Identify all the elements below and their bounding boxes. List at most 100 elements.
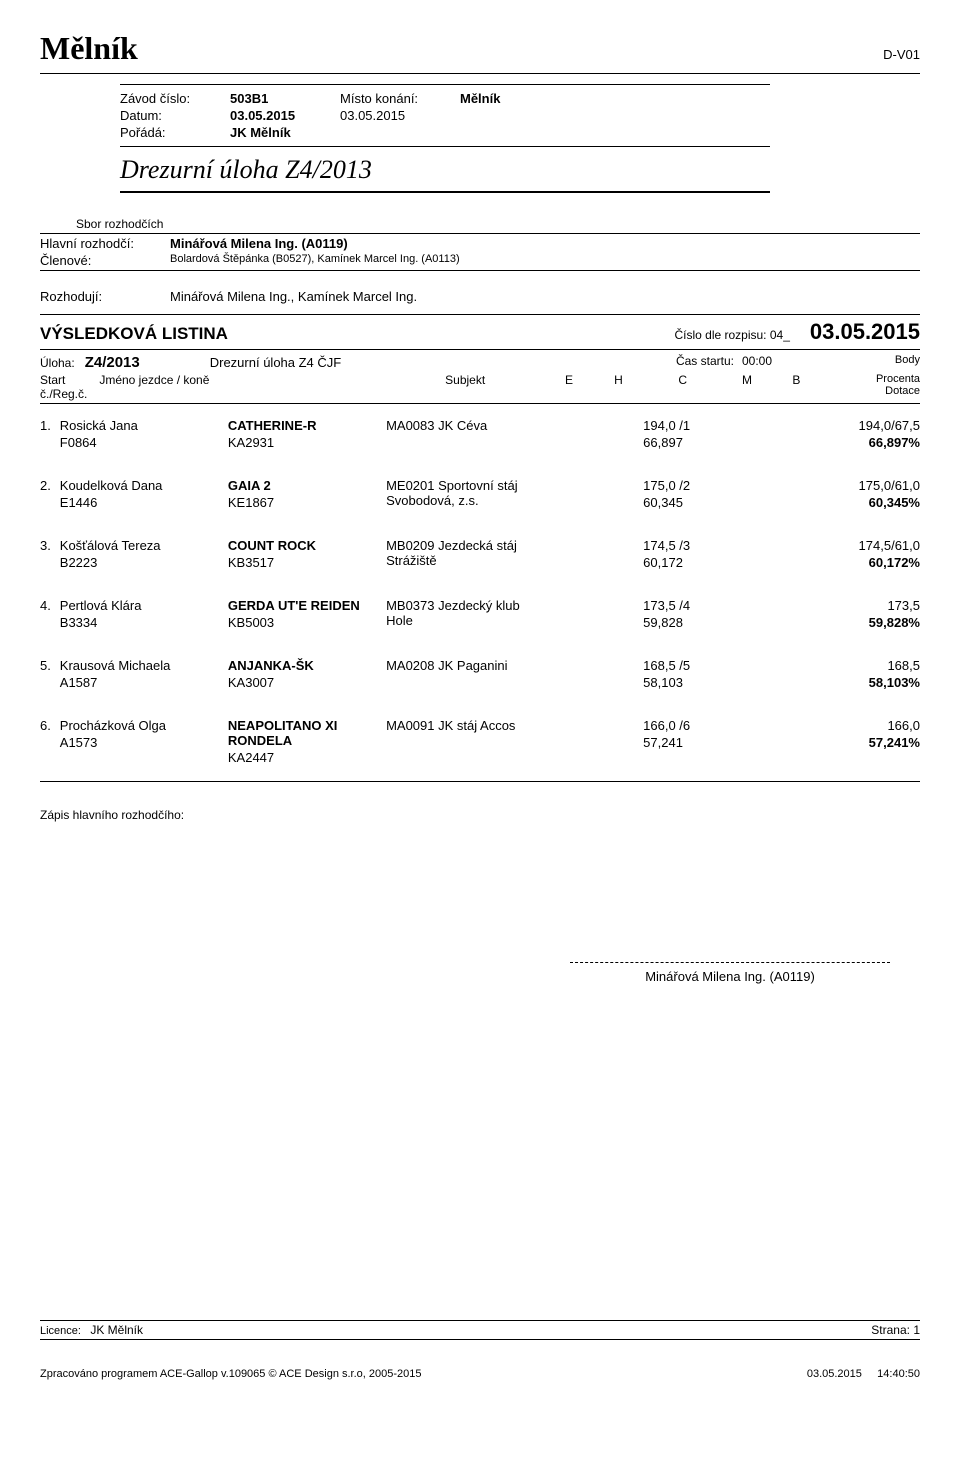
horse-name: ANJANKA-ŠK (228, 658, 386, 673)
total-points: 194,0/67,5 (811, 418, 920, 433)
value-clenove: Bolardová Štěpánka (B0527), Kamínek Marc… (170, 253, 460, 268)
signature-line (570, 962, 890, 963)
horse-name: NEAPOLITANO XI RONDELA (228, 718, 386, 748)
label-sbor: Sbor rozhodčích (76, 217, 920, 231)
col-b: B (772, 373, 821, 401)
score-c-percent: 59,828 (643, 615, 722, 630)
label-zavod: Závod číslo: (120, 91, 230, 106)
label-hlavni: Hlavní rozhodčí: (40, 236, 170, 251)
rider-reg: B3334 (60, 615, 228, 630)
footer-generator: Zpracováno programem ACE-Gallop v.109065… (40, 1368, 422, 1380)
result-row: 6. Procházková Olga A1573 NEAPOLITANO XI… (40, 704, 920, 779)
value-porada: JK Mělník (230, 125, 340, 140)
label-cas: Čas startu: (676, 354, 734, 371)
value-konani-date: 03.05.2015 (340, 108, 460, 123)
event-subtitle: Drezurní úloha Z4/2013 (120, 149, 770, 189)
signature-name: Minářová Milena Ing. (A0119) (570, 969, 890, 984)
rider-reg: B2223 (60, 555, 228, 570)
divider (120, 146, 770, 147)
horse-name: GERDA UT'E REIDEN (228, 598, 386, 613)
horse-reg: KE1867 (228, 495, 386, 510)
total-percent: 57,241% (811, 735, 920, 750)
horse-reg: KA2931 (228, 435, 386, 450)
subject: MA0083 JK Céva (386, 418, 544, 450)
label-rozhoduji: Rozhodují: (40, 289, 170, 304)
subject: MA0208 JK Paganini (386, 658, 544, 690)
label-uloha: Úloha: (40, 356, 75, 370)
subject: MB0373 Jezdecký klub Hole (386, 598, 544, 630)
value-datum: 03.05.2015 (230, 108, 340, 123)
score-c-percent: 58,103 (643, 675, 722, 690)
total-points: 166,0 (811, 718, 920, 733)
result-row: 5. Krausová Michaela A1587 ANJANKA-ŠK KA… (40, 644, 920, 704)
total-points: 168,5 (811, 658, 920, 673)
rider-reg: A1573 (60, 735, 228, 750)
score-c-points: 194,0 /1 (643, 418, 722, 433)
label-strana: Strana: (871, 1323, 910, 1337)
col-c: C (643, 373, 722, 401)
total-points: 175,0/61,0 (811, 478, 920, 493)
rank: 2. (40, 478, 60, 510)
results-date: 03.05.2015 (810, 319, 920, 345)
value-cas: 00:00 (742, 354, 772, 371)
col-procenta: Procenta (821, 373, 920, 385)
rider-name: Pertlová Klára (60, 598, 228, 613)
label-clenove: Členové: (40, 253, 170, 268)
rank: 4. (40, 598, 60, 630)
rider-reg: A1587 (60, 675, 228, 690)
horse-name: COUNT ROCK (228, 538, 386, 553)
doc-code: D-V01 (883, 47, 920, 62)
value-uloha-desc: Drezurní úloha Z4 ČJF (210, 355, 342, 370)
col-rider: Jméno jezdce / koně (99, 373, 228, 401)
total-points: 174,5/61,0 (811, 538, 920, 553)
divider (120, 191, 770, 193)
horse-name: GAIA 2 (228, 478, 386, 493)
rider-reg: E1446 (60, 495, 228, 510)
label-zapis: Zápis hlavního rozhodčího: (40, 808, 920, 822)
divider (40, 781, 920, 782)
result-row: 2. Koudelková Dana E1446 GAIA 2 KE1867 M… (40, 464, 920, 524)
divider (40, 1320, 920, 1321)
col-e: E (544, 373, 593, 401)
rider-name: Rosická Jana (60, 418, 228, 433)
subject: ME0201 Sportovní stáj Svobodová, z.s. (386, 478, 544, 510)
page-title: Mělník (40, 30, 138, 67)
result-row: 1. Rosická Jana F0864 CATHERINE-R KA2931… (40, 404, 920, 464)
label-licence: Licence: (40, 1325, 81, 1337)
rider-name: Koudelková Dana (60, 478, 228, 493)
rank: 1. (40, 418, 60, 450)
divider (120, 84, 770, 85)
score-c-percent: 57,241 (643, 735, 722, 750)
value-hlavni: Minářová Milena Ing. (A0119) (170, 236, 348, 251)
results-title: VÝSLEDKOVÁ LISTINA (40, 324, 228, 344)
total-percent: 59,828% (811, 615, 920, 630)
value-rozpis: 04_ (770, 328, 790, 342)
divider (40, 270, 920, 271)
score-c-percent: 66,897 (643, 435, 722, 450)
rank: 5. (40, 658, 60, 690)
rank: 6. (40, 718, 60, 765)
horse-reg: KA2447 (228, 750, 386, 765)
value-licence: JK Mělník (90, 1323, 143, 1337)
col-subjekt: Subjekt (386, 373, 544, 401)
label-datum: Datum: (120, 108, 230, 123)
col-body: Body (820, 354, 920, 366)
value-zavod: 503B1 (230, 91, 340, 106)
label-porada: Pořádá: (120, 125, 230, 140)
rank: 3. (40, 538, 60, 570)
rider-name: Procházková Olga (60, 718, 228, 733)
footer-date: 03.05.2015 (807, 1368, 862, 1380)
label-misto: Místo konání: (340, 91, 460, 106)
score-c-points: 173,5 /4 (643, 598, 722, 613)
value-rozhoduji: Minářová Milena Ing., Kamínek Marcel Ing… (170, 289, 417, 304)
divider (40, 233, 920, 234)
col-start: Start č./Reg.č. (40, 373, 99, 401)
score-c-points: 166,0 /6 (643, 718, 722, 733)
total-points: 173,5 (811, 598, 920, 613)
score-c-points: 174,5 /3 (643, 538, 722, 553)
total-percent: 60,345% (811, 495, 920, 510)
total-percent: 66,897% (811, 435, 920, 450)
horse-reg: KA3007 (228, 675, 386, 690)
col-m: M (722, 373, 771, 401)
score-c-percent: 60,172 (643, 555, 722, 570)
